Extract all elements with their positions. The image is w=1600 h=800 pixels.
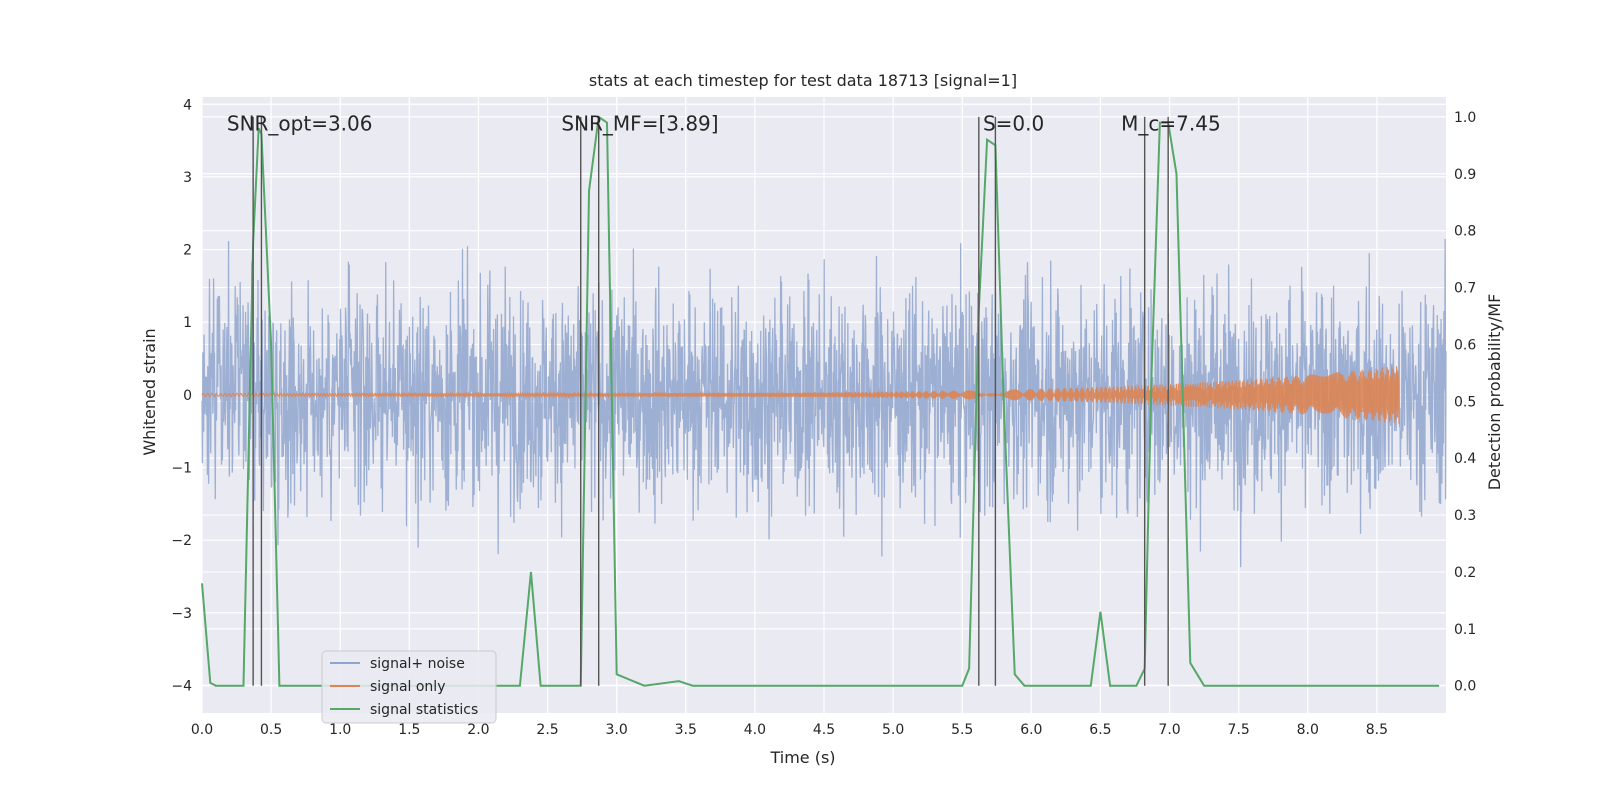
y-tick-label-right: 1.0 (1454, 110, 1476, 126)
series-signal-noise (201, 238, 1447, 568)
x-tick-label: 6.5 (1089, 722, 1111, 738)
x-tick-label: 7.5 (1228, 722, 1250, 738)
x-tick-label: 1.0 (329, 722, 351, 738)
legend-label-signal: signal only (370, 679, 445, 695)
y-tick-label-left: 2 (183, 243, 192, 259)
series-signal-only (201, 366, 1400, 424)
chart-title: stats at each timestep for test data 187… (589, 71, 1017, 90)
y-tick-label-right: 0.8 (1454, 224, 1476, 240)
y-tick-label-left: 1 (183, 315, 192, 331)
y-tick-label-left: −2 (171, 533, 192, 549)
vertical-lines (252, 116, 1169, 686)
y-tick-label-right: 0.1 (1454, 622, 1476, 638)
x-tick-label: 2.0 (467, 722, 489, 738)
y-tick-label-right: 0.9 (1454, 167, 1476, 183)
y-axis-label-right: Detection probability/MF (1485, 294, 1504, 491)
x-tick-label: 0.5 (260, 722, 282, 738)
x-tick-label: 5.5 (951, 722, 973, 738)
y-axis-label-left: Whitened strain (140, 328, 159, 455)
y-tick-label-right: 0.6 (1454, 337, 1476, 353)
y-tick-label-right: 0.7 (1454, 281, 1476, 297)
y-tick-label-right: 0.4 (1454, 451, 1476, 467)
y-tick-label-left: −1 (171, 460, 192, 476)
x-tick-label: 4.0 (744, 722, 766, 738)
x-tick-label: 1.5 (398, 722, 420, 738)
x-tick-label: 8.0 (1297, 722, 1319, 738)
x-tick-label: 3.0 (606, 722, 628, 738)
legend-label-noise: signal+ noise (370, 656, 465, 672)
tick-labels: 0.0 0.5 1.0 1.5 2.0 2.5 3.0 3.5 4.0 4.5 5.0 5.5 6.0 6… (171, 97, 1476, 738)
y-tick-label-left: 3 (183, 170, 192, 186)
y-tick-label-right: 0.5 (1454, 394, 1476, 410)
y-tick-label-right: 0.0 (1454, 679, 1476, 695)
y-tick-label-left: −3 (171, 606, 192, 622)
legend: signal+ noise signal only signal statist… (321, 650, 497, 724)
x-tick-label: 0.0 (191, 722, 213, 738)
annotations: SNR_opt=3.06 SNR_MF=[3.89] S=0.0 M_c=7.45 (227, 111, 1221, 135)
annotation: M_c=7.45 (1121, 111, 1221, 135)
y-tick-label-right: 0.3 (1454, 508, 1476, 524)
annotation: SNR_MF=[3.89] (561, 111, 718, 135)
annotation: S=0.0 (983, 111, 1044, 135)
y-tick-label-left: −4 (171, 678, 192, 694)
data-layer (201, 115, 1447, 687)
annotation: SNR_opt=3.06 (227, 111, 373, 135)
y-tick-label-left: 0 (183, 388, 192, 404)
x-tick-label: 7.0 (1158, 722, 1180, 738)
y-tick-label-left: 4 (183, 97, 192, 113)
legend-box (321, 650, 497, 724)
x-tick-label: 4.5 (813, 722, 835, 738)
x-tick-label: 5.0 (882, 722, 904, 738)
x-tick-label: 2.5 (536, 722, 558, 738)
series-signal-statistics (201, 115, 1440, 687)
x-tick-label: 3.5 (675, 722, 697, 738)
x-tick-label: 8.5 (1366, 722, 1388, 738)
x-axis-label: Time (s) (769, 748, 835, 767)
y-tick-label-right: 0.2 (1454, 565, 1476, 581)
legend-label-statistics: signal statistics (370, 702, 478, 718)
x-tick-label: 6.0 (1020, 722, 1042, 738)
